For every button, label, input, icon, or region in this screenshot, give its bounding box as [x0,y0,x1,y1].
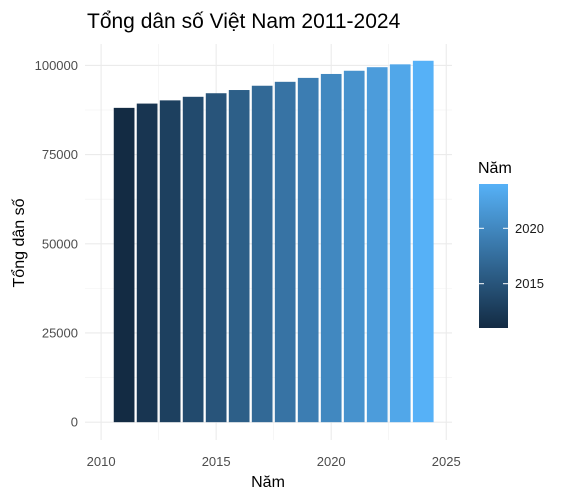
legend-colorbar [479,184,508,328]
y-axis-title: Tổng dân số [10,198,28,287]
x-tick-label: 2015 [202,454,231,469]
legend-title: Năm [478,160,512,177]
y-tick-label: 75000 [42,147,78,162]
bar-2014 [182,96,204,423]
x-tick-label: 2010 [87,454,116,469]
bar-2023 [389,64,411,423]
bar-2019 [297,77,319,423]
chart-title: Tổng dân số Việt Nam 2011-2024 [87,10,401,33]
bar-2013 [159,100,181,423]
y-tick-labels: 0 25000 50000 75000 100000 [35,58,78,430]
x-axis-title: Năm [251,474,285,491]
y-tick-label: 0 [71,415,78,430]
bar-2018 [274,81,296,423]
x-tick-label: 2020 [317,454,346,469]
legend-tick-label: 2015 [515,276,544,291]
legend: Năm 2015 2020 [478,160,544,328]
y-tick-label: 50000 [42,236,78,251]
x-tick-labels: 2010 2015 2020 2025 [87,454,461,469]
bar-2015 [205,93,227,423]
bars [113,60,434,423]
legend-ticks: 2015 2020 [479,221,544,291]
x-tick-label: 2025 [432,454,461,469]
y-tick-label: 100000 [35,58,78,73]
bar-2011 [113,107,135,423]
bar-2017 [251,85,273,423]
bar-2020 [320,73,342,423]
bar-2016 [228,90,250,423]
y-tick-label: 25000 [42,325,78,340]
bar-2012 [136,103,158,423]
bar-2021 [343,70,365,423]
bar-2022 [366,67,388,423]
legend-tick-label: 2020 [515,221,544,236]
bar-2024 [412,60,434,423]
